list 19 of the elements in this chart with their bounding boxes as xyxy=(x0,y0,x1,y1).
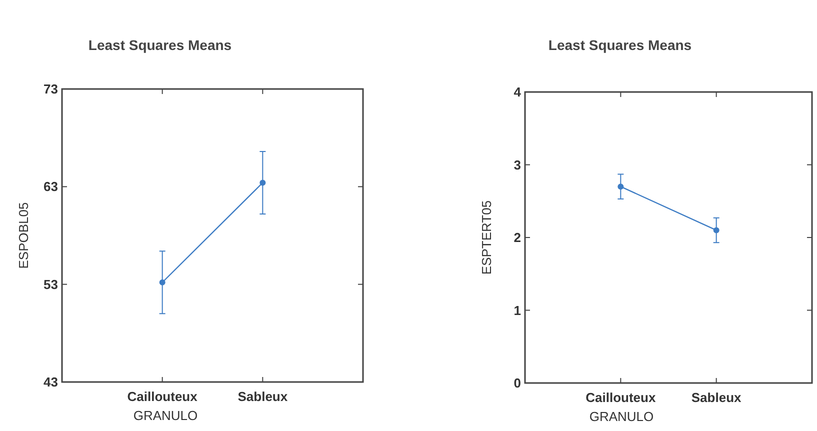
y-tick-label: 63 xyxy=(44,179,58,194)
x-axis-title: GRANULO xyxy=(133,408,198,423)
x-tick-label: Sableux xyxy=(691,390,742,405)
y-axis-title: ESPTERT05 xyxy=(479,200,494,275)
y-tick-label: 0 xyxy=(514,376,521,391)
y-tick-label: 4 xyxy=(514,84,522,100)
y-axis-title: ESPOBL05 xyxy=(16,202,31,269)
chart-title: Least Squares Means xyxy=(88,37,232,53)
x-tick-label: Caillouteux xyxy=(127,389,198,404)
x-tick-label: Sableux xyxy=(238,389,288,404)
x-tick-label: Caillouteux xyxy=(586,390,656,405)
y-tick-label: 43 xyxy=(44,374,58,390)
y-tick-label: 73 xyxy=(44,82,58,97)
chart-title: Least Squares Means xyxy=(548,37,692,53)
y-tick-label: 53 xyxy=(44,276,58,292)
x-axis-title: GRANULO xyxy=(589,409,654,424)
y-tick-label: 3 xyxy=(514,157,521,172)
y-tick-label: 2 xyxy=(514,230,521,246)
y-tick-label: 1 xyxy=(514,302,521,318)
